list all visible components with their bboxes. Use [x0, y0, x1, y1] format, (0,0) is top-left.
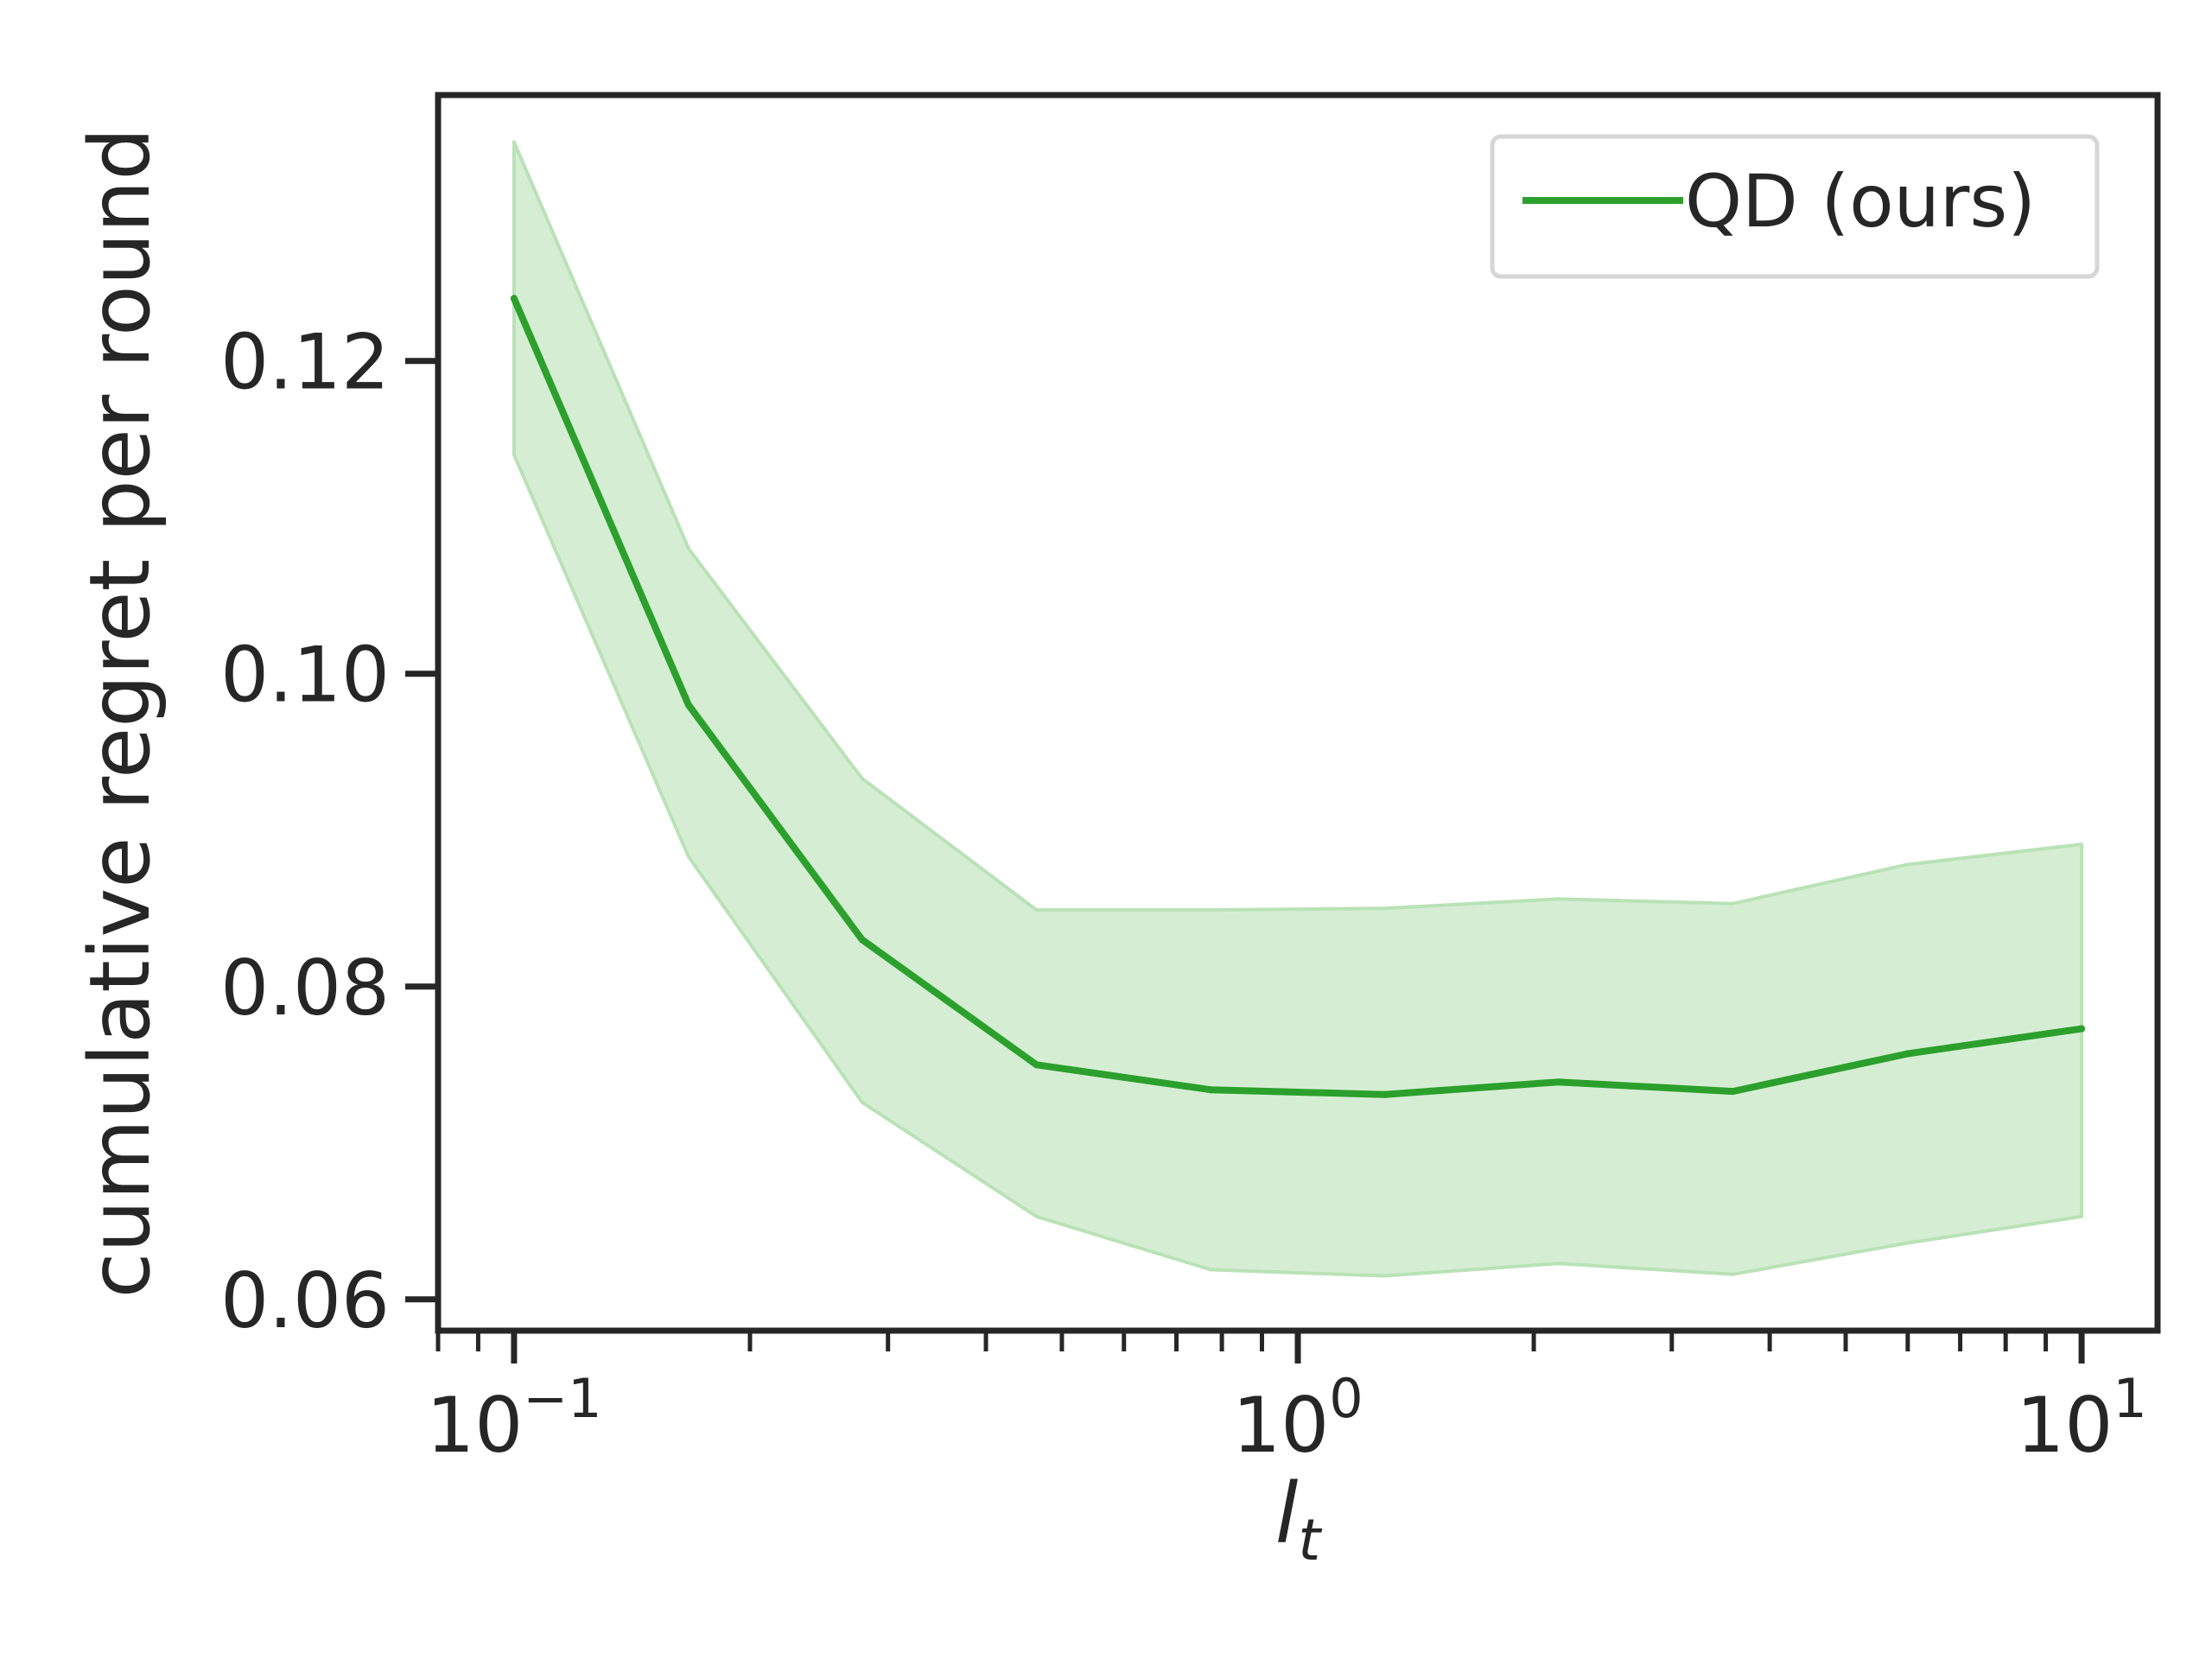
data-point-0-4: [1207, 1086, 1215, 1094]
x-tick-label-2: 101: [2016, 1367, 2146, 1470]
y-tick-label-2: 0.10: [220, 631, 390, 720]
data-point-0-0: [510, 295, 518, 302]
x-axis-label-subscript: t: [1298, 1507, 1322, 1573]
y-axis-ticks: 0.06 0.08 0.10 0.12: [220, 318, 438, 1345]
data-point-0-3: [1033, 1061, 1040, 1069]
data-point-0-7: [1729, 1088, 1737, 1096]
data-point-0-2: [858, 936, 866, 944]
x-tick-label-0: 10−1: [426, 1367, 601, 1470]
legend: QD (ours): [1490, 134, 2100, 279]
x-axis-label-base: l: [1275, 1465, 1299, 1562]
x-axis-ticks: 10−1 100 101: [426, 1331, 2147, 1470]
data-point-0-5: [1381, 1090, 1389, 1098]
y-tick-label-0: 0.06: [220, 1256, 390, 1345]
series-line-0: [510, 295, 2086, 1098]
x-tick-label-1: 100: [1232, 1367, 1363, 1470]
legend-box: [1490, 134, 2100, 279]
x-axis-label: lt: [1275, 1465, 1323, 1573]
confidence-band-group: [512, 140, 2084, 1278]
y-tick-label-3: 0.12: [220, 318, 390, 407]
data-point-0-8: [1904, 1050, 1911, 1058]
y-tick-label-1: 0.08: [220, 944, 390, 1033]
y-axis-label: cumulative regret per round: [72, 128, 168, 1299]
confidence-band-0: [512, 140, 2084, 1278]
data-point-0-6: [1554, 1078, 1562, 1086]
legend-label-qd: QD (ours): [1685, 159, 2036, 244]
series-line-group: [510, 295, 2086, 1098]
data-point-0-9: [2078, 1025, 2086, 1033]
data-point-0-1: [684, 701, 692, 709]
